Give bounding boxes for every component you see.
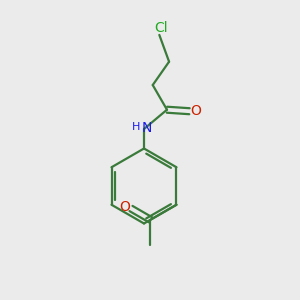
- Text: O: O: [120, 200, 130, 214]
- Text: N: N: [141, 121, 152, 134]
- Text: O: O: [190, 104, 201, 118]
- Text: Cl: Cl: [154, 21, 168, 35]
- Text: H: H: [131, 122, 140, 133]
